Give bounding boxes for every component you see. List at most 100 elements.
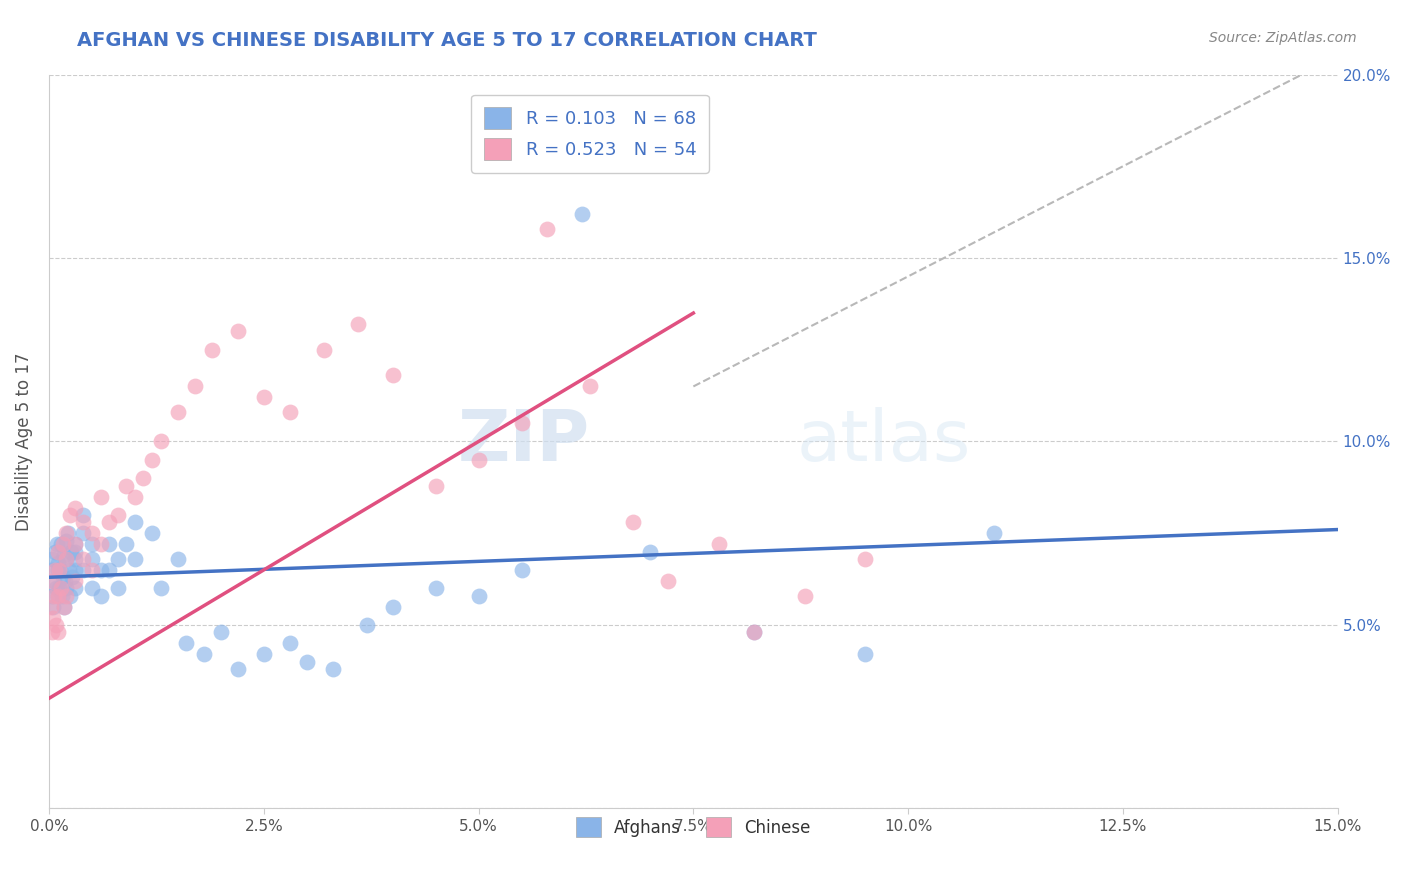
Point [39, 599, 62, 614]
Point [41, 574, 63, 588]
Point [115, 478, 138, 492]
Point [42, 589, 65, 603]
Point [63, 544, 86, 558]
Point [141, 526, 163, 541]
Point [63, 574, 86, 588]
Point [193, 648, 215, 662]
Point [278, 405, 301, 419]
Point [80, 563, 103, 577]
Point [98, 515, 121, 529]
Point [149, 434, 172, 449]
Point [49, 563, 72, 577]
Point [176, 636, 198, 650]
Point [510, 416, 533, 430]
Point [58, 563, 80, 577]
Point [42, 610, 65, 624]
Point [63, 581, 86, 595]
Point [107, 552, 129, 566]
Point [253, 648, 276, 662]
Point [44, 544, 66, 558]
Point [853, 648, 876, 662]
Point [278, 636, 301, 650]
Point [52, 570, 75, 584]
Point [166, 405, 188, 419]
Point [141, 453, 163, 467]
Point [63, 563, 86, 577]
Point [46, 589, 69, 603]
Point [98, 537, 121, 551]
Point [98, 563, 121, 577]
Point [72, 563, 94, 577]
Point [107, 508, 129, 522]
Text: atlas: atlas [796, 407, 972, 476]
Point [124, 552, 146, 566]
Point [80, 537, 103, 551]
Point [49, 581, 72, 595]
Point [80, 581, 103, 595]
Point [295, 655, 318, 669]
Point [52, 537, 75, 551]
Point [60, 570, 83, 584]
Point [124, 515, 146, 529]
Point [742, 625, 765, 640]
Text: ZIP: ZIP [458, 407, 591, 476]
Point [209, 625, 232, 640]
Point [115, 537, 138, 551]
Point [72, 515, 94, 529]
Point [42, 574, 65, 588]
Point [63, 552, 86, 566]
Point [853, 552, 876, 566]
Point [59, 508, 82, 522]
Point [107, 581, 129, 595]
Point [149, 581, 172, 595]
Point [571, 207, 593, 221]
Point [63, 537, 86, 551]
Point [46, 625, 69, 640]
Point [467, 453, 489, 467]
Point [46, 589, 69, 603]
Point [72, 508, 94, 522]
Point [89, 490, 111, 504]
Point [41, 625, 63, 640]
Point [742, 625, 765, 640]
Point [983, 526, 1005, 541]
Point [45, 618, 67, 632]
Point [56, 526, 79, 541]
Point [49, 537, 72, 551]
Point [347, 317, 370, 331]
Legend: Afghans, Chinese: Afghans, Chinese [569, 811, 817, 844]
Point [42, 599, 65, 614]
Point [53, 599, 76, 614]
Point [226, 325, 249, 339]
Point [312, 343, 335, 357]
Point [657, 574, 679, 588]
Point [536, 221, 558, 235]
Point [226, 662, 249, 676]
Point [80, 526, 103, 541]
Point [55, 552, 77, 566]
Point [425, 478, 447, 492]
Point [89, 563, 111, 577]
Point [72, 526, 94, 541]
Point [425, 581, 447, 595]
Point [48, 581, 70, 595]
Point [53, 574, 76, 588]
Point [356, 618, 378, 632]
Point [89, 537, 111, 551]
Point [41, 552, 63, 566]
Point [253, 391, 276, 405]
Point [44, 563, 66, 577]
Point [55, 581, 77, 595]
Point [63, 500, 86, 515]
Point [52, 548, 75, 562]
Point [55, 552, 77, 566]
Point [640, 544, 662, 558]
Point [46, 556, 69, 570]
Point [166, 552, 188, 566]
Point [381, 368, 404, 383]
Y-axis label: Disability Age 5 to 17: Disability Age 5 to 17 [15, 352, 32, 531]
Point [579, 379, 602, 393]
Point [63, 537, 86, 551]
Point [321, 662, 343, 676]
Point [60, 544, 83, 558]
